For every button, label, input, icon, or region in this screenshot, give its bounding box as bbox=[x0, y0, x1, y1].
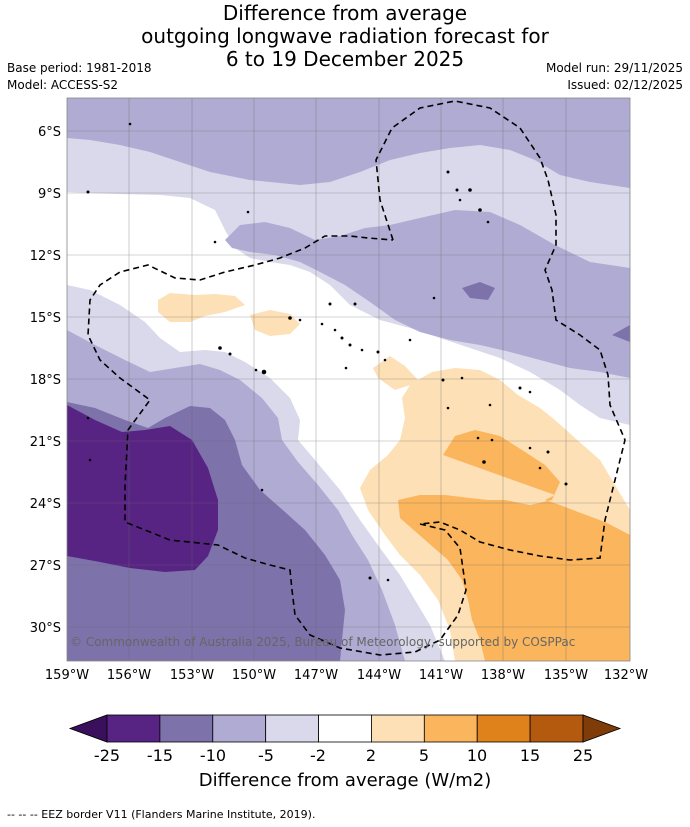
islands bbox=[86, 122, 568, 582]
lon-labels: 159°W 156°W 153°W 150°W 147°W 144°W 141°… bbox=[45, 668, 648, 683]
contour-pos2-b bbox=[250, 310, 300, 336]
patch-neg10-b bbox=[612, 325, 630, 342]
colorbar-tick: 10 bbox=[467, 746, 487, 765]
colorbar-tick: 15 bbox=[520, 746, 540, 765]
map-title: Difference from average outgoing longwav… bbox=[0, 2, 690, 71]
gridlines bbox=[67, 98, 630, 661]
lat-label: 30°S bbox=[30, 621, 61, 636]
lat-label: 9°S bbox=[38, 187, 61, 202]
meta-right: Model run: 29/11/2025 Issued: 02/12/2025 bbox=[546, 60, 683, 94]
lat-label: 6°S bbox=[38, 125, 61, 140]
meta-left: Base period: 1981-2018 Model: ACCESS-S2 bbox=[7, 60, 152, 94]
lon-label: 138°W bbox=[481, 668, 525, 683]
copyright-text: © Commonwealth of Australia 2025, Bureau… bbox=[70, 635, 575, 649]
model-run: Model run: 29/11/2025 bbox=[545, 61, 683, 75]
eez-legend: -- -- -- EEZ border V11 (Flanders Marine… bbox=[7, 808, 316, 821]
eez-border-south bbox=[87, 235, 467, 656]
lon-label: 147°W bbox=[294, 668, 338, 683]
issued-date: Issued: 02/12/2025 bbox=[567, 78, 683, 92]
colorbar-ticks: -25 -15 -10 -5 -2 2 5 10 15 25 bbox=[94, 746, 593, 765]
lon-label: 159°W bbox=[45, 668, 89, 683]
colorbar-bin bbox=[159, 714, 214, 743]
colorbar-bin bbox=[106, 714, 161, 743]
contour-pos5 bbox=[398, 430, 630, 661]
colorbar-extend-low bbox=[68, 714, 108, 743]
contour-neg15 bbox=[67, 405, 218, 572]
eez-borders bbox=[87, 100, 626, 656]
contour-pos2-a bbox=[158, 293, 245, 322]
lon-label: 150°W bbox=[232, 668, 276, 683]
colorbar-tick: -10 bbox=[200, 746, 226, 765]
map-frame bbox=[66, 97, 631, 662]
lon-label: 144°W bbox=[357, 668, 401, 683]
lon-label: 135°W bbox=[544, 668, 588, 683]
lon-label: 141°W bbox=[419, 668, 463, 683]
title-line-2: outgoing longwave radiation forecast for bbox=[141, 24, 549, 48]
colorbar-tick: 5 bbox=[419, 746, 429, 765]
colorbar-bin bbox=[371, 714, 425, 743]
model-name: Model: ACCESS-S2 bbox=[7, 78, 119, 92]
colorbar-tick: -5 bbox=[258, 746, 274, 765]
colorbar-tick: 25 bbox=[573, 746, 593, 765]
colorbar-bin bbox=[318, 714, 372, 743]
contour-neg5-north bbox=[67, 98, 630, 188]
colorbar-bin bbox=[265, 714, 319, 743]
lon-label: 132°W bbox=[604, 668, 648, 683]
base-period: Base period: 1981-2018 bbox=[7, 61, 152, 75]
colorbar: -25 -15 -10 -5 -2 2 5 10 15 25 bbox=[68, 714, 622, 765]
colorbar-tick: 2 bbox=[366, 746, 376, 765]
colorbar-tick: -15 bbox=[147, 746, 173, 765]
lat-label: 12°S bbox=[30, 249, 61, 264]
patch-neg10-a bbox=[462, 282, 495, 300]
colorbar-bins bbox=[106, 714, 584, 743]
contour-neg5-mid bbox=[225, 210, 630, 378]
colorbar-bin bbox=[529, 714, 584, 743]
lat-label: 24°S bbox=[30, 497, 61, 512]
map-field bbox=[67, 98, 630, 661]
lat-labels: 6°S 9°S 12°S 15°S 18°S 21°S 24°S 27°S 30… bbox=[30, 125, 61, 636]
colorbar-extend-high bbox=[582, 714, 622, 743]
lon-label: 153°W bbox=[170, 668, 214, 683]
colorbar-bin bbox=[423, 714, 478, 743]
lat-label: 15°S bbox=[30, 311, 61, 326]
lon-label: 156°W bbox=[107, 668, 151, 683]
lat-label: 18°S bbox=[30, 373, 61, 388]
title-line-1: Difference from average bbox=[222, 1, 468, 25]
colorbar-bin bbox=[212, 714, 267, 743]
eez-border-north bbox=[375, 100, 626, 561]
colorbar-bin bbox=[476, 714, 531, 743]
lat-label: 27°S bbox=[30, 559, 61, 574]
colorbar-label: Difference from average (W/m2) bbox=[198, 770, 492, 791]
title-line-3: 6 to 19 December 2025 bbox=[225, 47, 465, 71]
colorbar-tick: -25 bbox=[94, 746, 120, 765]
lat-label: 21°S bbox=[30, 435, 61, 450]
colorbar-tick: -2 bbox=[310, 746, 326, 765]
